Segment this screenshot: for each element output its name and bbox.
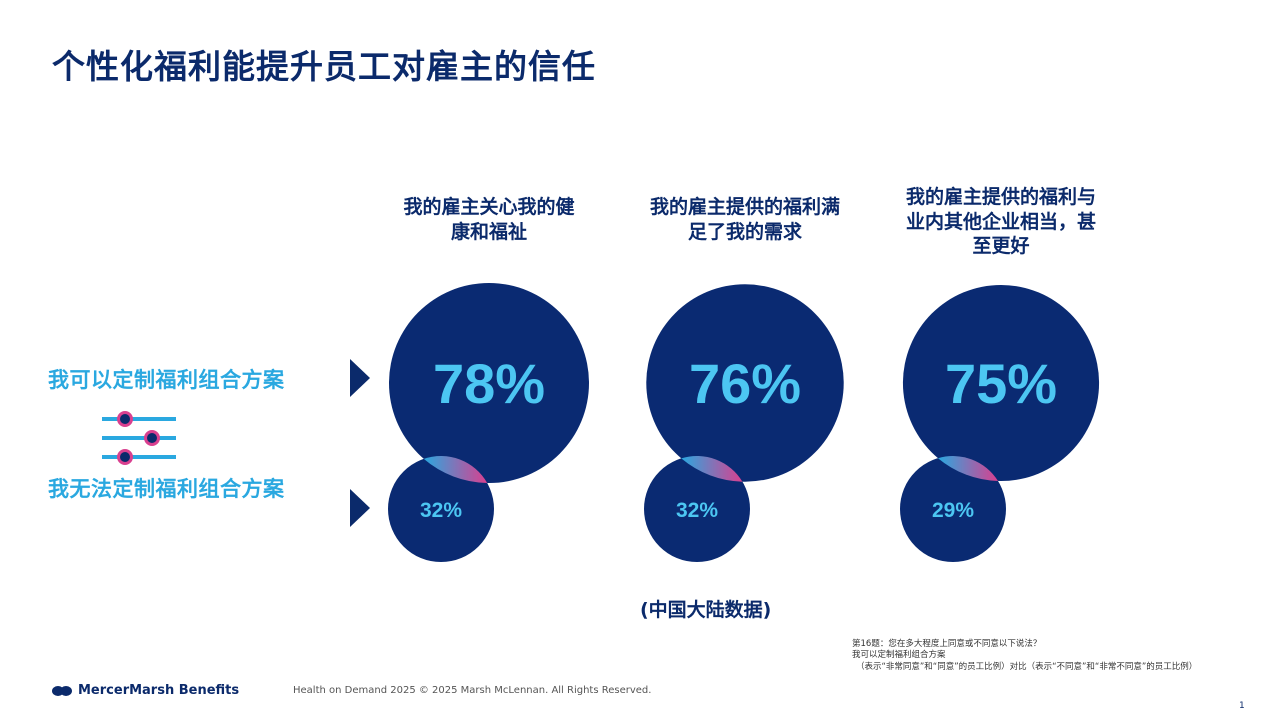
row-arrow-can-customize [350,359,370,397]
big-value-label-3: 75% [945,352,1057,415]
column-header-3-line-3: 至更好 [972,235,1030,258]
overlap-lens-1 [423,456,488,483]
small-circle-2 [644,456,750,562]
region-note: (中国大陆数据) [640,599,772,621]
footnote-statement: 我可以定制福利组合方案 [852,650,946,661]
brand-name: MercerMarsh Benefits [78,683,240,698]
copyright-footer: Health on Demand 2025 © 2025 Marsh McLen… [293,685,652,696]
small-value-label-3: 29% [932,499,974,522]
footnote-question: 第16题：您在多大程度上同意或不同意以下说法？ [852,639,1042,649]
column-header-1-line-1: 我的雇主关心我的健 [403,196,575,218]
footnote: 第16题：您在多大程度上同意或不同意以下说法？ 我可以定制福利组合方案 （表示“… [852,639,1252,673]
small-circle-3 [900,456,1006,562]
small-circle-1 [388,456,494,562]
column-header-3-line-2: 业内其他企业相当，甚 [905,210,1096,233]
column-header-1-line-2: 康和福祉 [450,220,527,243]
row-arrow-cannot-customize [350,489,370,527]
overlap-lens-2 [681,456,743,482]
column-header-2-line-1: 我的雇主提供的福利满 [649,196,840,218]
row-label-cannot-customize: 我无法定制福利组合方案 [48,477,285,501]
column-header-2: 我的雇主提供的福利满 足了我的需求 [630,195,860,244]
brand-logo: MercerMarsh Benefits [52,683,239,698]
brand-mark-icon [52,685,72,696]
column-header-1: 我的雇主关心我的健 康和福祉 [374,195,604,244]
sliders-icon [102,411,176,465]
big-value-label-2: 76% [689,352,801,415]
small-value-label-2: 32% [676,499,718,522]
overlap-lens-3 [938,456,998,481]
footnote-definition: （表示“非常同意”和“同意”的员工比例）对比（表示“不同意”和“非常不同意”的员… [856,661,1198,672]
page-title: 个性化福利能提升员工对雇主的信任 [52,47,596,86]
column-header-3-line-1: 我的雇主提供的福利与 [905,186,1096,208]
big-value-label-1: 78% [433,352,545,415]
row-label-can-customize: 我可以定制福利组合方案 [48,368,285,392]
page-number: 1 [1239,701,1245,711]
big-circle-1 [389,283,589,483]
column-header-3: 我的雇主提供的福利与 业内其他企业相当，甚 至更好 [886,185,1116,259]
big-circle-2 [646,284,844,482]
small-value-label-1: 32% [420,499,462,522]
column-header-2-line-2: 足了我的需求 [687,220,802,243]
big-circle-3 [902,284,1100,482]
